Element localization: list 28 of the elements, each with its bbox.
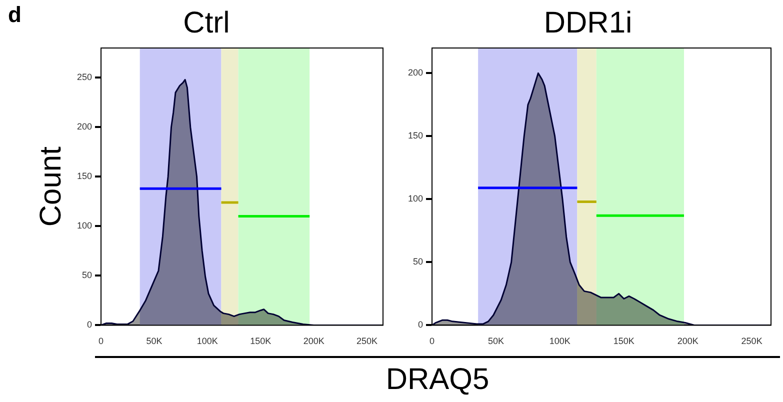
y-tick-label: 100	[76, 220, 92, 231]
x-tick-label: 150K	[250, 336, 272, 346]
x-tick-label: 250K	[356, 336, 378, 346]
y-tick-label: 200	[76, 122, 92, 132]
x-tick-label: 0	[98, 336, 104, 346]
y-tick-label: 50	[413, 256, 424, 267]
y-axis-title: Count	[34, 146, 68, 227]
x-tick-label: 150K	[613, 336, 634, 346]
y-tick-label: 100	[408, 194, 424, 204]
x-tick-label: 250K	[741, 336, 762, 346]
x-tick-label: 200K	[303, 336, 324, 346]
x-tick-label: 200K	[677, 336, 698, 346]
y-tick-label: 250	[76, 72, 92, 82]
x-tick-label: 50K	[146, 336, 162, 346]
y-tick-label: 150	[76, 171, 92, 182]
y-tick-label: 0	[418, 320, 424, 330]
y-tick-label: 200	[408, 68, 424, 78]
y-tick-label: 0	[87, 320, 92, 330]
chart-title: Ctrl	[183, 6, 230, 40]
chart-title: DDR1i	[544, 6, 632, 40]
x-axis-title: DRAQ5	[384, 363, 490, 397]
y-tick-label: 50	[82, 270, 92, 280]
text: d	[8, 2, 22, 28]
x-tick-label: 100K	[196, 336, 218, 346]
y-tick-label: 150	[408, 130, 424, 141]
x-tick-label: 100K	[549, 336, 570, 346]
x-tick-label: 0	[430, 336, 435, 346]
x-tick-label: 50K	[488, 336, 504, 346]
